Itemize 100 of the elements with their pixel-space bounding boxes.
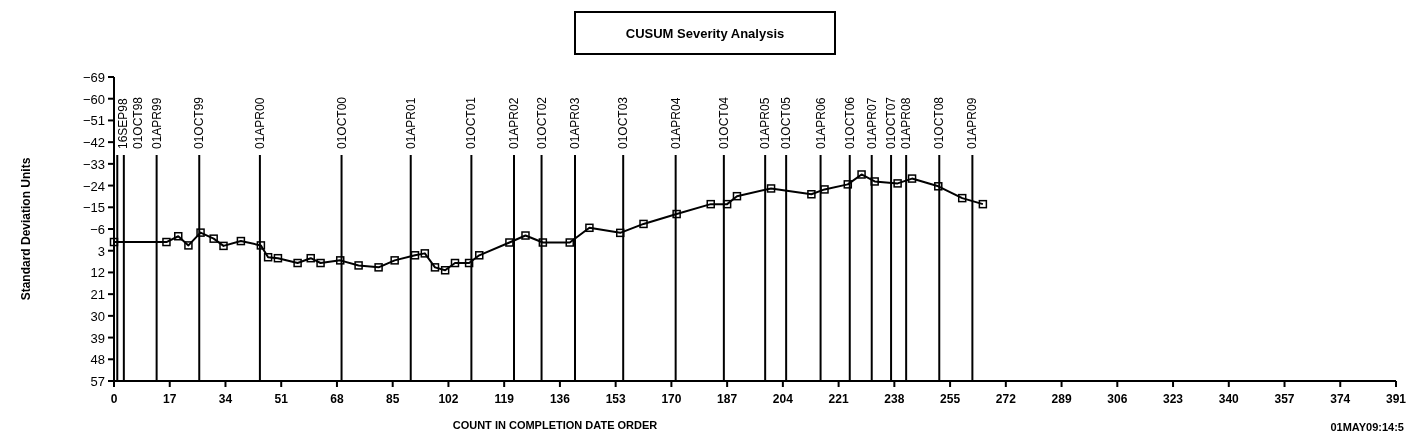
point bbox=[475, 251, 484, 260]
y-tick-label: 12 bbox=[90, 265, 105, 281]
x-tick-label: 340 bbox=[1218, 392, 1240, 406]
y-tick-label: 48 bbox=[90, 352, 105, 368]
point bbox=[335, 256, 345, 265]
y-tick-label: 30 bbox=[90, 308, 105, 324]
point bbox=[706, 199, 715, 209]
y-tick-label: −24 bbox=[82, 178, 105, 194]
point bbox=[219, 241, 228, 251]
ref-line-label: 01OCT05 bbox=[779, 96, 794, 149]
x-tick-label: 323 bbox=[1163, 392, 1184, 406]
x-tick-label: 136 bbox=[549, 392, 571, 406]
point bbox=[732, 191, 742, 201]
x-tick-label: 306 bbox=[1107, 392, 1128, 406]
x-tick-label: 289 bbox=[1051, 392, 1072, 406]
ref-line-label: 01APR05 bbox=[758, 97, 773, 149]
point bbox=[293, 258, 302, 268]
point bbox=[430, 263, 440, 272]
x-tick-label: 238 bbox=[884, 392, 905, 406]
point bbox=[639, 219, 648, 229]
y-tick-label: 3 bbox=[97, 243, 105, 259]
ref-line-label: 01OCT01 bbox=[464, 96, 479, 149]
ref-line-label: 01APR09 bbox=[965, 97, 980, 149]
ref-line-label: 01APR06 bbox=[813, 97, 828, 149]
ref-line-label: 01OCT02 bbox=[534, 96, 549, 149]
point bbox=[316, 258, 325, 268]
point bbox=[450, 258, 460, 268]
point bbox=[273, 253, 283, 263]
x-tick-label: 170 bbox=[661, 392, 682, 406]
point bbox=[174, 231, 183, 241]
x-tick-label: 102 bbox=[438, 392, 459, 406]
point bbox=[354, 261, 363, 270]
point bbox=[672, 209, 681, 219]
point bbox=[209, 234, 218, 243]
point bbox=[934, 182, 943, 191]
ref-line-label: 01OCT98 bbox=[131, 96, 145, 149]
point bbox=[464, 258, 474, 268]
ref-line-label: 16SEP98 bbox=[116, 97, 130, 149]
point bbox=[538, 238, 548, 247]
x-tick-label: 374 bbox=[1330, 392, 1351, 406]
ref-line-label: 01APR04 bbox=[668, 97, 683, 149]
y-tick-label: −51 bbox=[82, 113, 105, 129]
x-axis-title: COUNT IN COMPLETION DATE ORDER bbox=[452, 419, 658, 431]
ref-line-label: 01OCT03 bbox=[616, 96, 631, 149]
point bbox=[820, 185, 829, 194]
ref-line-label: 01OCT00 bbox=[334, 96, 349, 149]
x-tick-label: 68 bbox=[330, 392, 344, 406]
ref-line-label: 01OCT06 bbox=[842, 96, 857, 149]
y-tick-label: −69 bbox=[82, 70, 105, 85]
ref-line-label: 01APR07 bbox=[864, 97, 879, 149]
x-tick-label: 221 bbox=[828, 392, 849, 406]
point bbox=[565, 238, 574, 247]
ref-line-label: 01APR99 bbox=[149, 97, 164, 149]
point bbox=[957, 193, 967, 203]
ref-line-label: 01OCT08 bbox=[932, 96, 947, 149]
ref-line-label: 01APR08 bbox=[899, 97, 914, 149]
y-tick-label: −15 bbox=[82, 200, 105, 216]
point bbox=[505, 238, 514, 247]
point bbox=[263, 252, 273, 262]
point bbox=[907, 174, 917, 183]
point bbox=[978, 199, 988, 209]
text: 01MAY09:14:5 bbox=[1330, 421, 1404, 433]
point bbox=[306, 253, 315, 263]
point bbox=[615, 228, 625, 238]
point bbox=[410, 251, 420, 260]
point bbox=[857, 170, 866, 179]
point bbox=[420, 249, 430, 258]
y-tick-label: −6 bbox=[90, 222, 105, 237]
y-tick-label: −33 bbox=[82, 156, 105, 172]
y-tick-label: −60 bbox=[82, 91, 105, 107]
x-tick-label: 357 bbox=[1274, 392, 1295, 406]
x-tick-label: 187 bbox=[717, 392, 738, 406]
x-tick-label: 85 bbox=[386, 392, 400, 406]
point bbox=[236, 236, 246, 246]
point bbox=[184, 241, 193, 250]
point bbox=[109, 237, 119, 247]
chart-title: CUSUM Severity Analysis bbox=[625, 26, 785, 41]
point bbox=[843, 180, 853, 189]
point bbox=[807, 190, 816, 199]
ref-line-label: 01APR00 bbox=[252, 97, 267, 149]
point bbox=[162, 237, 171, 247]
x-tick-label: 153 bbox=[605, 392, 626, 406]
ref-line-label: 01APR02 bbox=[507, 97, 522, 149]
y-axis-title: Standard Deviation Units bbox=[19, 157, 33, 301]
x-tick-label: 391 bbox=[1385, 392, 1407, 406]
x-tick-label: 272 bbox=[995, 392, 1017, 406]
x-tick-label: 119 bbox=[494, 392, 515, 406]
y-tick-label: 57 bbox=[90, 374, 105, 389]
point bbox=[374, 263, 383, 272]
x-tick-label: 0 bbox=[110, 392, 118, 406]
y-tick-label: 21 bbox=[90, 287, 105, 303]
point bbox=[766, 184, 776, 193]
y-tick-label: 39 bbox=[90, 330, 105, 346]
ref-line-label: 01OCT07 bbox=[884, 96, 899, 149]
ref-line-label: 01APR01 bbox=[403, 97, 418, 149]
ref-line-label: 01APR03 bbox=[568, 97, 582, 149]
x-tick-label: 51 bbox=[274, 392, 289, 406]
ref-line-label: 01OCT04 bbox=[716, 96, 731, 149]
point bbox=[585, 223, 594, 233]
point bbox=[196, 228, 205, 237]
